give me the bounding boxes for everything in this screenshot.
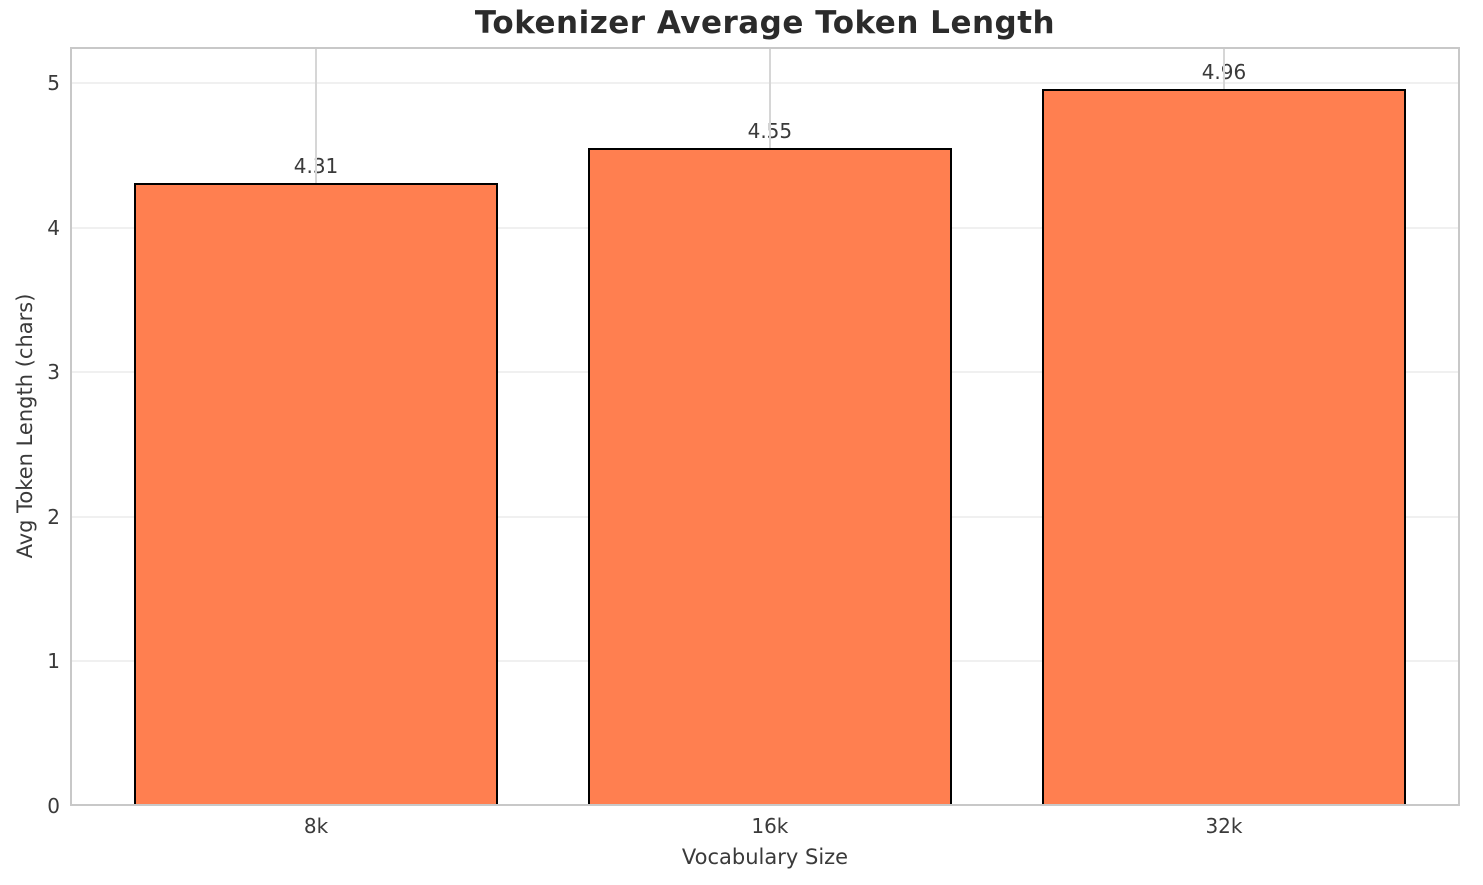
y-tick-label: 0 [47, 794, 60, 818]
x-tick-label: 32k [1205, 814, 1243, 838]
y-tick-label: 3 [47, 360, 60, 385]
bar-32k [1041, 88, 1406, 806]
y-tick-label: 4 [47, 215, 60, 240]
h-gridline [70, 82, 1460, 85]
y-axis-label: Avg Token Length (chars) [13, 293, 37, 559]
y-tick-label: 2 [47, 504, 60, 529]
y-tick-label: 5 [47, 71, 60, 96]
x-tick-label: 16k [751, 814, 789, 838]
y-tick-label: 1 [47, 649, 60, 674]
plot-area [70, 47, 1460, 806]
x-axis-label: Vocabulary Size [681, 845, 849, 869]
x-tick-label: 8k [303, 814, 329, 838]
chart-title: Tokenizer Average Token Length [474, 5, 1056, 41]
bar-16k [587, 148, 952, 806]
bar-8k [134, 182, 499, 806]
